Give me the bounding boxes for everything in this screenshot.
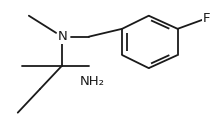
Text: N: N: [57, 30, 67, 43]
Text: NH₂: NH₂: [80, 75, 105, 88]
Text: F: F: [203, 12, 210, 25]
